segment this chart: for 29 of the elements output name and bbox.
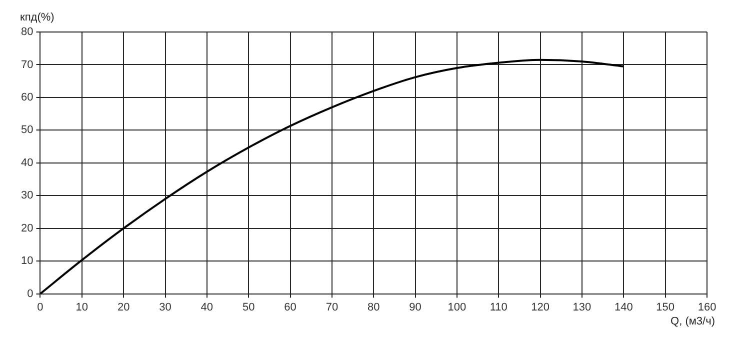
x-tick-label: 60 xyxy=(284,301,296,314)
x-tick-label: 150 xyxy=(656,301,675,314)
y-tick-label: 50 xyxy=(20,124,34,136)
y-tick-label: 70 xyxy=(20,58,34,71)
y-axis-title: кпд(%) xyxy=(20,12,54,24)
y-tick-label: 20 xyxy=(20,222,34,234)
x-tick-label: 120 xyxy=(531,301,550,314)
x-tick-label: 110 xyxy=(490,301,508,314)
x-tick-label: 130 xyxy=(572,301,592,314)
y-tick-label: 30 xyxy=(20,190,34,202)
y-tick-label: 80 xyxy=(20,26,34,38)
x-tick-label: 90 xyxy=(409,301,422,314)
x-tick-label: 100 xyxy=(448,301,466,314)
x-tick-label: 160 xyxy=(698,301,716,314)
x-tick-label: 20 xyxy=(117,301,130,314)
x-tick-label: 70 xyxy=(326,301,338,314)
x-tick-label: 40 xyxy=(200,301,214,314)
x-tick-label: 10 xyxy=(76,301,88,314)
x-tick-label: 140 xyxy=(614,301,633,314)
x-tick-label: 30 xyxy=(159,301,172,314)
y-tick-label: 0 xyxy=(27,288,34,300)
y-tick-label: 10 xyxy=(20,255,34,268)
x-tick-label: 80 xyxy=(367,301,380,314)
x-axis-title: Q, (м3/ч) xyxy=(670,315,715,328)
y-tick-label: 40 xyxy=(20,156,34,169)
x-tick-label: 50 xyxy=(242,301,255,314)
x-tick-label: 0 xyxy=(37,301,44,314)
y-tick-label: 60 xyxy=(20,91,34,104)
line-series xyxy=(40,58,625,294)
